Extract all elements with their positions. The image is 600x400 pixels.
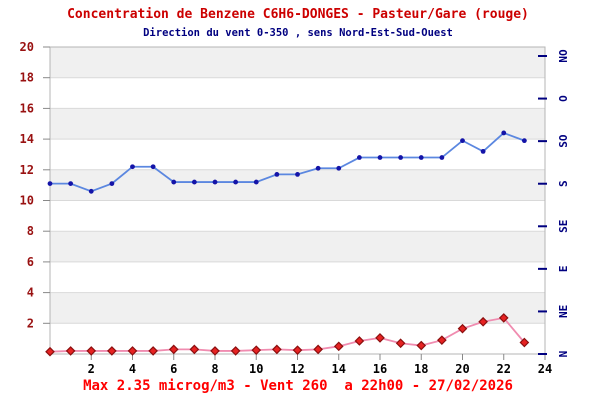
left-axis-label: 14	[20, 132, 34, 146]
x-axis-label: 6	[170, 362, 177, 376]
chart-title: Concentration de Benzene C6H6-DONGES - P…	[67, 7, 529, 22]
benzene-marker	[333, 341, 344, 352]
right-axis-label: S	[557, 180, 570, 187]
benzene-marker	[416, 340, 427, 351]
wind-direction-marker	[439, 155, 445, 160]
left-axis-label: 2	[27, 316, 34, 330]
x-axis-label: 20	[455, 362, 469, 376]
benzene-marker	[375, 333, 385, 343]
benzene-marker	[251, 345, 262, 356]
benzene-marker	[395, 338, 406, 349]
wind-direction-marker	[336, 165, 342, 171]
grid-band	[50, 139, 545, 170]
wind-direction-marker	[109, 181, 115, 187]
wind-direction-marker	[88, 188, 94, 194]
grid-band	[50, 108, 545, 140]
grid-band	[50, 231, 545, 262]
benzene-marker	[230, 346, 241, 356]
left-axis-label: 8	[27, 224, 34, 238]
wind-direction-marker	[150, 164, 156, 170]
left-axis-label: 6	[27, 255, 34, 269]
benzene-marker	[86, 346, 97, 356]
right-axis-label: NO	[557, 49, 570, 63]
x-axis-label: 18	[414, 362, 428, 376]
x-axis-label: 14	[332, 362, 346, 376]
wind-direction-marker	[68, 181, 74, 187]
grid-band	[50, 77, 545, 109]
right-axis-label: SE	[557, 220, 570, 233]
right-axis-label: NE	[557, 305, 570, 318]
benzene-marker	[65, 346, 76, 356]
benzene-marker	[354, 336, 365, 346]
wind-direction-marker	[501, 130, 507, 136]
x-axis-label: 22	[497, 362, 511, 376]
wind-direction-marker	[295, 172, 300, 177]
wind-direction-marker	[253, 179, 259, 185]
grid-band	[50, 261, 545, 293]
x-axis-label: 8	[211, 362, 218, 376]
benzene-marker	[210, 346, 220, 356]
x-axis-label: 10	[249, 362, 263, 376]
x-axis-label: 4	[129, 362, 136, 376]
left-axis-label: 12	[20, 163, 34, 177]
wind-direction-marker	[315, 165, 321, 171]
wind-direction-marker	[130, 164, 135, 170]
benzene-marker	[437, 335, 447, 346]
x-axis-label: 12	[290, 362, 304, 376]
wind-direction-marker	[212, 179, 218, 185]
benzene-marker	[148, 346, 158, 356]
x-axis-label: 2	[88, 362, 95, 376]
right-axis-label: SO	[557, 134, 570, 148]
wind-direction-marker	[233, 179, 239, 185]
left-axis-label: 4	[27, 286, 34, 300]
wind-direction-marker	[47, 181, 53, 187]
benzene-marker	[189, 344, 200, 355]
wind-direction-marker	[377, 155, 383, 160]
wind-direction-marker	[274, 172, 280, 177]
wind-direction-marker	[356, 155, 362, 160]
benzene-marker	[519, 337, 530, 348]
right-axis-label: E	[557, 266, 570, 273]
wind-direction-line	[50, 131, 525, 193]
chart-subtitle: Direction du vent 0-350 , sens Nord-Est-…	[143, 27, 453, 39]
left-axis-label: 20	[20, 40, 34, 54]
benzene-marker	[127, 346, 138, 356]
grid-band	[50, 200, 545, 232]
wind-direction-marker	[480, 148, 486, 154]
benzene-marker	[498, 313, 509, 323]
benzene-marker	[313, 344, 323, 355]
left-axis-label: 16	[20, 101, 34, 115]
wind-direction-marker	[418, 155, 424, 160]
benzene-marker	[168, 344, 179, 355]
benzene-marker	[45, 346, 55, 357]
right-axis-label: O	[557, 95, 570, 102]
benzene-marker	[272, 344, 282, 355]
wind-direction-marker	[460, 138, 465, 144]
x-axis-label: 16	[373, 362, 387, 376]
wind-direction-marker	[191, 179, 197, 185]
grid-band	[50, 292, 545, 324]
grid-band	[50, 47, 545, 78]
left-axis-label: 18	[20, 71, 34, 85]
wind-direction-marker	[521, 138, 527, 144]
benzene-marker	[292, 345, 303, 356]
max-value-annotation: Max 2.35 microg/m3 - Vent 260 a 22h00 - …	[83, 378, 513, 394]
right-axis-label: N	[557, 351, 570, 358]
wind-direction-marker	[171, 179, 177, 185]
x-axis-label: 24	[538, 362, 552, 376]
wind-direction-marker	[398, 155, 404, 160]
benzene-marker	[478, 316, 488, 327]
benzene-marker	[107, 346, 117, 356]
left-axis-label: 10	[20, 194, 34, 208]
benzene-marker	[457, 323, 468, 334]
